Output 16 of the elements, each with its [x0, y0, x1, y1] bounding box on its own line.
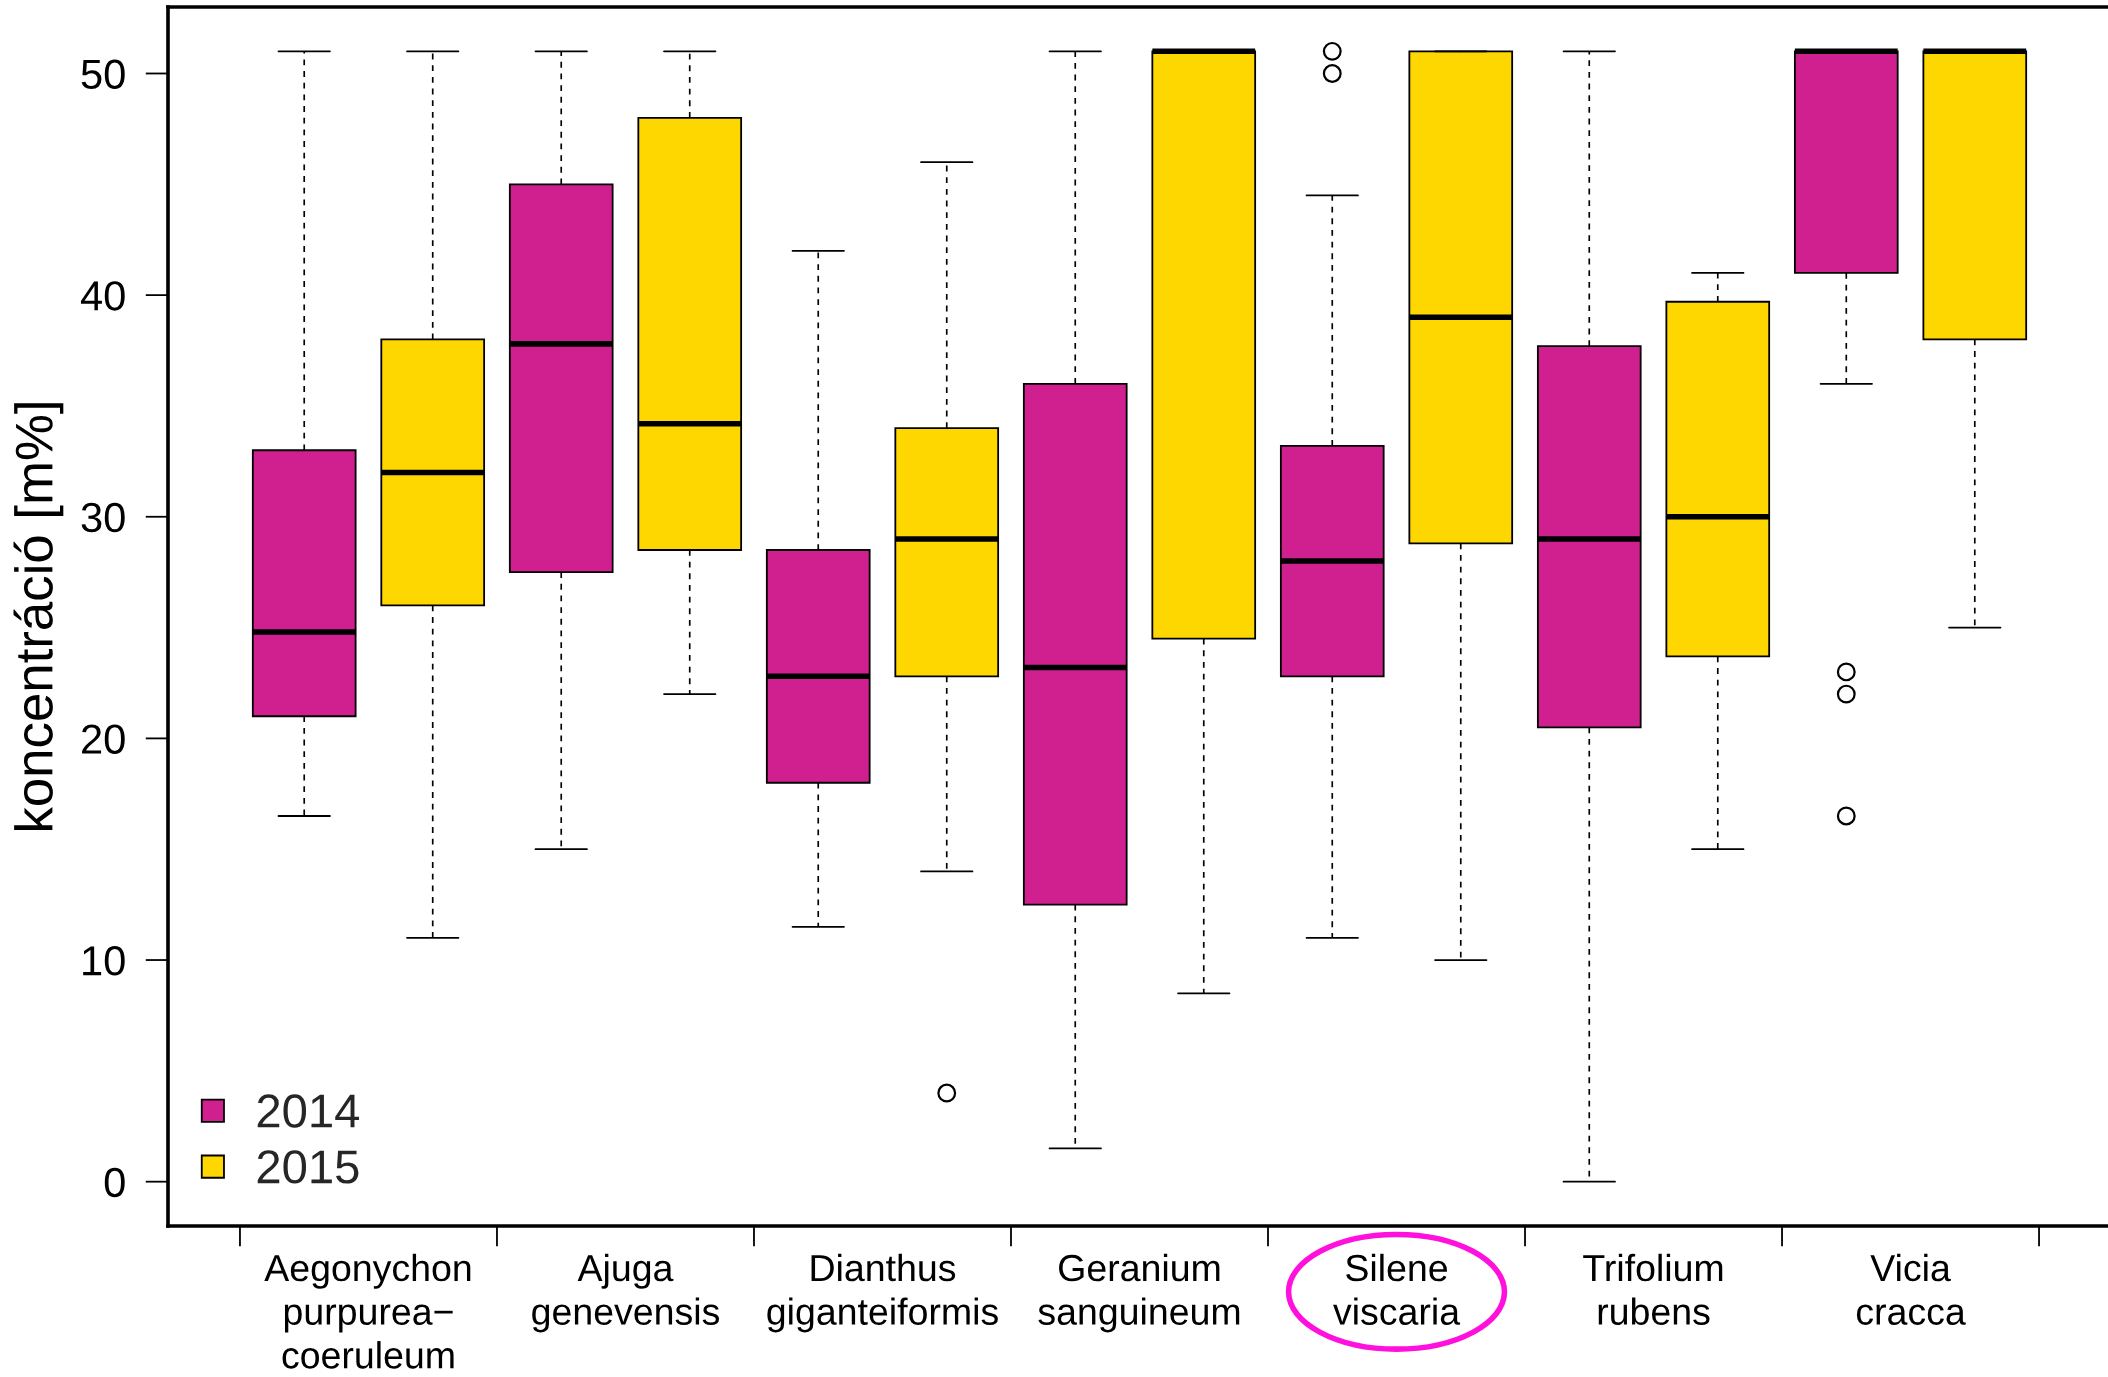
y-tick-label: 30	[81, 502, 125, 533]
x-tick-label: Dianthus giganteiformis	[767, 1253, 998, 1333]
x-tick-label: Aegonychon purpurea− coeruleum	[264, 1253, 471, 1369]
y-tick-label: 0	[104, 1167, 125, 1198]
x-tick-label: Geranium sanguineum	[1038, 1253, 1240, 1333]
y-axis-title: koncentráció [m%]	[13, 403, 64, 830]
legend-label: 2015	[257, 1150, 359, 1184]
x-tick-label: Ajuga genevensis	[532, 1253, 719, 1333]
x-tick-label: Trifolium rubens	[1583, 1253, 1723, 1325]
y-tick-label: 50	[81, 59, 125, 89]
y-tick-label: 10	[83, 946, 125, 976]
x-tick-label: Silene viscaria	[1333, 1253, 1461, 1325]
y-tick-label: 40	[80, 281, 125, 311]
y-tick-label: 20	[82, 724, 125, 754]
x-tick-label: Vicia cracca	[1856, 1253, 1966, 1325]
legend-label: 2014	[257, 1094, 360, 1128]
